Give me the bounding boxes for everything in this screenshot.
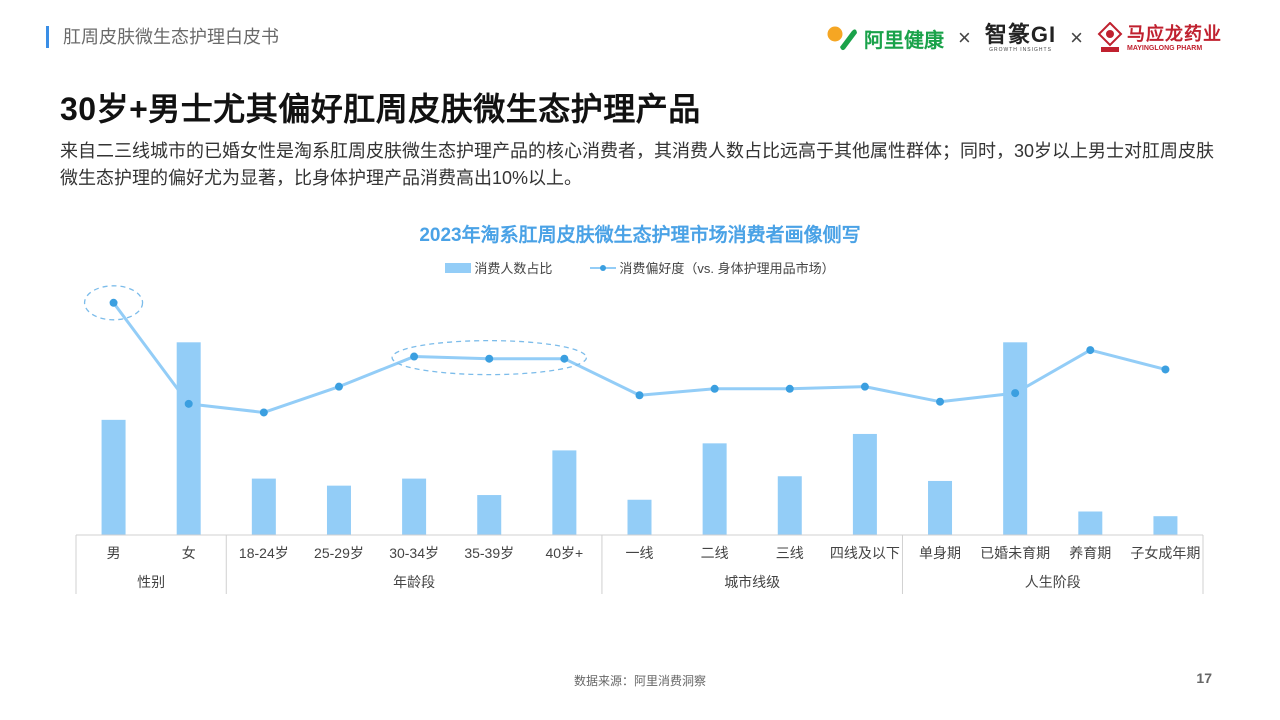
chart-legend: 消费人数占比 消费偏好度（vs. 身体护理用品市场）	[0, 258, 1280, 277]
x-tick-label: 单身期	[919, 545, 961, 561]
group-label: 性别	[137, 574, 165, 590]
bar	[1003, 342, 1028, 535]
line-point	[860, 382, 869, 391]
bar	[176, 342, 201, 535]
group-label: 年龄段	[393, 574, 435, 590]
legend-bar-label: 消费人数占比	[474, 261, 553, 276]
highlight-ellipse	[391, 339, 588, 376]
bar	[1078, 511, 1103, 535]
line-point	[560, 354, 569, 363]
bar	[928, 480, 953, 535]
mayinglong-logo: 马应龙药业 MAYINGLONG PHARM	[1097, 22, 1222, 54]
page-number: 17	[1196, 670, 1212, 686]
line-point	[1161, 365, 1170, 374]
x-tick-label: 已婚未育期	[980, 545, 1050, 561]
times-separator: ×	[1070, 25, 1083, 50]
x-tick-label: 18-24岁	[239, 545, 289, 561]
bar	[852, 433, 877, 535]
data-source-note: 数据来源：阿里消费洞察	[573, 674, 706, 688]
bar	[552, 450, 577, 535]
bar	[402, 478, 427, 535]
alihealth-logo: 阿里健康	[826, 24, 944, 53]
highlight-ellipse	[83, 285, 144, 321]
legend-line-label: 消费偏好度（vs. 身体护理用品市场）	[619, 261, 835, 276]
x-tick-label: 30-34岁	[389, 545, 439, 561]
x-tick-label: 三线	[776, 545, 804, 561]
zhixiang-logo: 智篆GI GROWTH INSIGHTS	[984, 21, 1057, 53]
line-point	[259, 408, 268, 417]
line-point	[334, 382, 343, 391]
legend-item-bar: 消费人数占比	[445, 258, 552, 277]
group-label: 人生阶段	[1025, 574, 1081, 590]
bar	[326, 485, 351, 535]
x-tick-label: 男	[107, 545, 121, 561]
bar	[777, 476, 802, 535]
alihealth-heart-icon	[826, 25, 858, 51]
page-headline: 30岁+男士尤其偏好肛周皮肤微生态护理产品	[60, 91, 701, 127]
line-point	[485, 354, 494, 363]
line-point	[936, 397, 945, 406]
legend-bar-swatch	[445, 262, 472, 273]
line-point	[710, 384, 719, 393]
document-title: 肛周皮肤微生态护理白皮书	[46, 26, 279, 48]
x-tick-label: 一线	[626, 545, 654, 561]
line-point	[635, 391, 644, 400]
bar	[477, 495, 502, 535]
bar	[1153, 516, 1178, 535]
alihealth-logo-text: 阿里健康	[864, 29, 945, 52]
legend-line-swatch	[590, 263, 617, 273]
mayinglong-logo-subtext: MAYINGLONG PHARM	[1127, 44, 1203, 52]
partner-logos: 阿里健康 × 智篆GI GROWTH INSIGHTS × 马应龙药业 MAYI…	[826, 18, 1222, 58]
line-point	[1011, 389, 1020, 398]
chart-title: 2023年淘系肛周皮肤微生态护理市场消费者画像侧写	[419, 225, 861, 246]
bar	[627, 499, 652, 535]
legend-item-line: 消费偏好度（vs. 身体护理用品市场）	[590, 258, 835, 277]
line-point	[184, 399, 193, 408]
line-point	[1086, 346, 1095, 355]
bar	[251, 478, 276, 535]
line-point	[109, 298, 118, 307]
mayinglong-emblem-icon	[1097, 22, 1123, 52]
mayinglong-logo-text: 马应龙药业	[1127, 23, 1222, 44]
x-tick-label: 二线	[701, 545, 729, 561]
group-label: 城市线级	[724, 574, 780, 590]
x-tick-label: 40岁+	[545, 545, 583, 561]
zhixiang-logo-subtext: GROWTH INSIGHTS	[989, 46, 1052, 53]
x-tick-label: 养育期	[1069, 545, 1111, 561]
x-tick-label: 四线及以下	[830, 545, 900, 561]
line-point	[410, 352, 419, 361]
bar	[101, 419, 126, 535]
page-description: 来自二三线城市的已婚女性是淘系肛周皮肤微生态护理产品的核心消费者，其消费人数占比…	[60, 141, 1215, 188]
times-separator: ×	[958, 25, 971, 50]
x-tick-label: 子女成年期	[1130, 545, 1200, 561]
zhixiang-logo-text: 智篆GI	[984, 21, 1057, 47]
line-point	[785, 384, 794, 393]
x-tick-label: 25-29岁	[314, 545, 364, 561]
x-tick-label: 35-39岁	[464, 545, 514, 561]
bar	[702, 443, 727, 535]
x-tick-label: 女	[182, 545, 196, 561]
